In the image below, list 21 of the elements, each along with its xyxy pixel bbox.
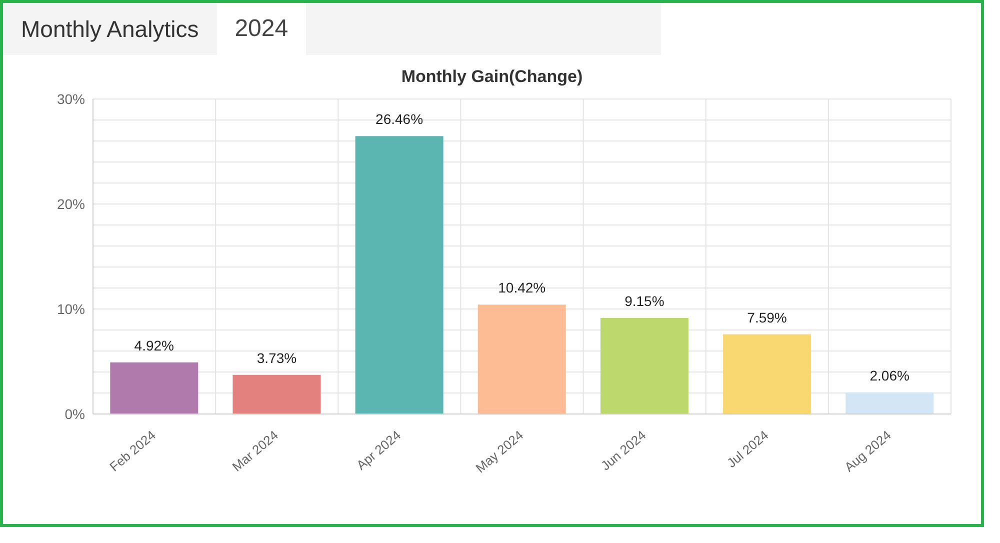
data-label: 9.15%: [624, 292, 664, 309]
y-tick-label: 30%: [56, 90, 85, 107]
data-label: 2.06%: [870, 367, 910, 384]
data-label: 7.59%: [747, 309, 787, 326]
bar: [110, 362, 198, 414]
text: 2024: [216, 3, 306, 55]
data-label: 3.73%: [256, 350, 297, 366]
text: Monthly Analytics: [3, 3, 217, 55]
chart-title: Monthly Gain(Change): [400, 67, 584, 87]
y-tick-label: 0%: [64, 406, 85, 422]
bar: [478, 304, 566, 414]
bar: [723, 334, 812, 414]
data-label: 26.46%: [376, 111, 424, 128]
bar: [846, 392, 934, 414]
bar: [232, 374, 321, 414]
y-tick-label: 20%: [56, 196, 85, 212]
data-label: 10.42%: [498, 280, 546, 296]
bar: [355, 136, 444, 414]
data-label: 4.92%: [134, 337, 174, 354]
y-tick-label: 10%: [56, 300, 85, 317]
bar: [600, 318, 688, 414]
